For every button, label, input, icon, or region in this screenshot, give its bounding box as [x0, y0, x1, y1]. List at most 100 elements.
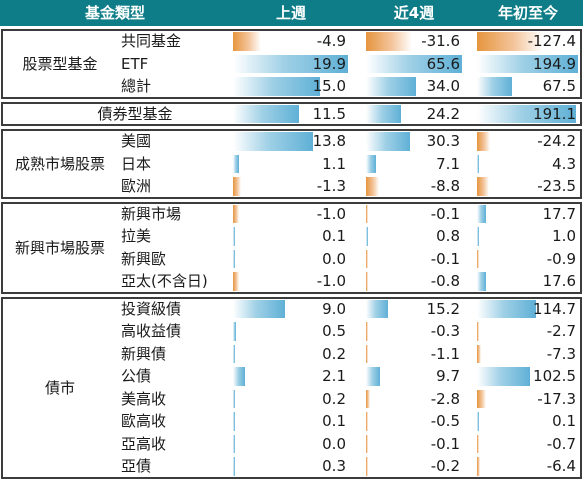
value-label: -127.4 [527, 32, 576, 50]
value-bar [366, 54, 462, 73]
group-label: 股票型基金 [22, 54, 98, 73]
header-week: 上週 [275, 4, 306, 22]
value-label: 17.7 [542, 204, 576, 223]
group-label: 成熟市場股票 [14, 154, 105, 173]
header-row [0, 0, 583, 26]
value-label: -8.8 [430, 177, 460, 195]
row-label: 亞債 [121, 457, 152, 475]
value-label: -1.0 [316, 204, 346, 223]
value-label: 19.9 [312, 54, 346, 73]
value-bar [233, 299, 285, 318]
value-bar [477, 54, 578, 73]
value-label: -6.4 [546, 457, 576, 475]
value-bar [366, 322, 368, 341]
value-label: -0.1 [430, 204, 460, 223]
value-label: 17.6 [542, 272, 576, 290]
value-bar [233, 132, 313, 151]
group-block [1, 296, 582, 479]
row-label: 新興歐 [121, 249, 167, 268]
value-label: 67.5 [542, 77, 576, 95]
row-label: 美高收 [121, 389, 167, 408]
value-label: 2.1 [322, 367, 346, 385]
value-label: 9.7 [436, 367, 460, 385]
value-label: 0.1 [552, 412, 576, 430]
value-bar [366, 299, 389, 318]
value-label: -1.3 [316, 177, 346, 195]
value-bar [233, 104, 300, 123]
value-bar [366, 412, 368, 431]
value-label: -23.5 [537, 177, 576, 195]
value-bar [477, 344, 481, 363]
value-label: 191.1 [533, 104, 576, 123]
value-bar [477, 272, 487, 291]
value-label: 13.8 [312, 132, 346, 150]
value-bar [477, 367, 531, 386]
value-bar [233, 177, 241, 196]
value-bar [233, 54, 348, 73]
row-label: 新興債 [121, 344, 167, 363]
value-label: 65.6 [426, 54, 460, 73]
value-label: -2.8 [430, 389, 460, 408]
row-label: 共同基金 [121, 32, 182, 50]
header-four-weeks: 近4週 [393, 4, 435, 22]
value-bar [233, 389, 235, 408]
group-label: 債市 [44, 378, 75, 397]
value-label: 34.0 [426, 77, 460, 95]
row-label: ETF [121, 54, 149, 73]
row-label: 歐高收 [121, 412, 167, 430]
value-bar [366, 177, 379, 196]
value-bar [366, 154, 377, 173]
value-bar [366, 344, 368, 363]
value-bar [233, 322, 236, 341]
row-label: 新興市場 [121, 204, 182, 223]
value-bar [366, 227, 368, 246]
value-label: -4.9 [316, 32, 346, 50]
value-label: 0.3 [322, 457, 346, 475]
value-bar [233, 77, 320, 96]
value-label: 0.8 [436, 227, 460, 245]
value-bar [366, 249, 368, 268]
value-label: -1.1 [430, 344, 460, 363]
value-label: -0.8 [430, 272, 460, 290]
value-bar [477, 204, 487, 223]
value-label: 15.2 [426, 299, 460, 318]
value-bar [233, 204, 239, 223]
value-bar [366, 132, 411, 151]
value-bar [477, 434, 479, 453]
value-label: -0.5 [430, 412, 460, 430]
value-bar [477, 249, 479, 268]
value-bar [366, 272, 368, 291]
value-label: -0.3 [430, 322, 460, 340]
value-label: -2.7 [546, 322, 576, 340]
value-label: -0.2 [430, 457, 460, 475]
value-label: 30.3 [426, 132, 460, 150]
value-label: -0.7 [546, 434, 576, 453]
value-label: -0.9 [546, 249, 576, 268]
value-label: 0.2 [322, 344, 346, 363]
row-label: 美國 [121, 132, 152, 150]
value-bar [477, 154, 480, 173]
value-label: 0.1 [322, 412, 346, 430]
value-label: -31.6 [421, 32, 460, 50]
value-bar [233, 434, 235, 453]
row-label: 歐洲 [121, 177, 152, 195]
value-label: 102.5 [533, 367, 576, 385]
value-bar [233, 154, 240, 173]
value-bar [366, 104, 402, 123]
value-bar [477, 412, 479, 431]
value-bar [477, 104, 577, 123]
value-label: 0.0 [322, 434, 346, 453]
value-bar [477, 299, 537, 318]
value-label: -7.3 [546, 344, 576, 363]
row-label: 日本 [121, 154, 152, 173]
row-label: 亞太(不含日) [121, 272, 208, 290]
value-bar [477, 77, 512, 96]
value-label: 0.5 [322, 322, 346, 340]
value-label: -0.1 [430, 249, 460, 268]
value-label: 15.0 [312, 77, 346, 95]
value-bar [233, 272, 239, 291]
value-label: 0.0 [322, 249, 346, 268]
value-bar [366, 434, 368, 453]
value-bar [366, 389, 371, 408]
